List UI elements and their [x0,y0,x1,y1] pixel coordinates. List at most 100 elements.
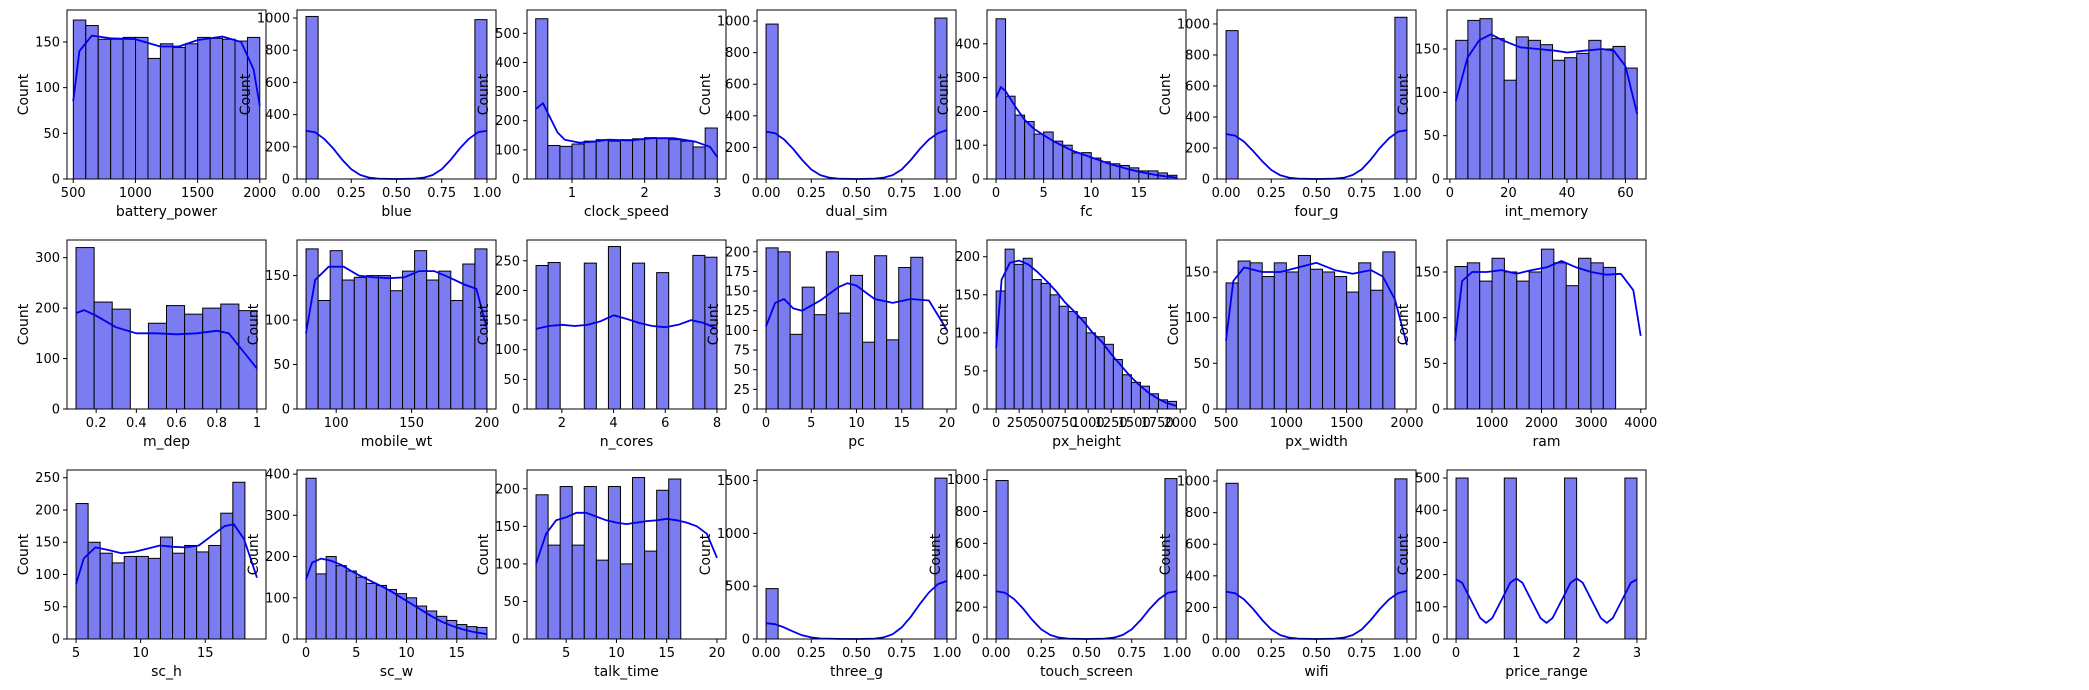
histogram-bar [813,314,827,410]
y-tick-label: 100 [955,326,980,341]
histogram-bar [849,274,864,410]
histogram-bar [85,25,99,180]
y-axis-label: Count [936,73,952,115]
histogram-bar [184,544,198,640]
histogram-bar [1624,67,1638,180]
y-tick-label: 1000 [717,527,750,542]
x-tick-label: 0.25 [797,646,826,661]
x-tick-label: 1500 [1118,416,1151,431]
x-tick-label: 0.75 [427,186,456,201]
axes-frame [66,9,267,180]
y-tick-label: 0 [52,173,60,188]
x-tick-label: 0 [762,416,770,431]
histogram-bar [547,544,561,640]
y-tick-label: 150 [1415,43,1440,58]
x-tick-label: 1500 [1330,416,1363,431]
histogram-bar [1121,374,1132,410]
y-tick-label: 0 [1202,633,1210,648]
y-tick-label: 200 [1185,601,1210,616]
histogram-bar [571,544,585,640]
y-tick-label: 200 [495,114,520,129]
x-tick-label: 0.25 [1027,646,1056,661]
subplot-touch-screen: 0.00 0.25 0.50 0.75 1.00 0 200 400 600 800 1000 tou… [928,469,1191,680]
histogram-bar [1024,121,1035,180]
histogram-bar [159,43,174,180]
histogram-bar [220,303,240,410]
x-tick-label: 15 [658,646,675,661]
y-tick-label: 150 [265,269,290,284]
histogram-bar [1590,262,1604,410]
y-tick-label: 1500 [717,474,750,489]
y-tick-label: 1000 [257,12,290,27]
x-tick-label: 60 [1617,186,1634,201]
x-axis-label: clock_speed [584,204,669,220]
y-tick-label: 175 [725,265,750,280]
histogram-bar [1076,317,1087,410]
y-tick-label: 400 [265,468,290,483]
x-tick-label: 5 [807,416,815,431]
x-tick-label: 2 [1573,646,1581,661]
x-axis-label: px_width [1285,434,1348,450]
x-tick-label: 15 [1131,186,1148,201]
y-axis-label: Count [246,303,262,345]
y-tick-label: 50 [43,127,60,142]
kde-line [305,557,488,635]
y-tick-label: 0 [742,403,750,418]
y-tick-label: 100 [495,343,520,358]
histogram-bar [777,251,791,410]
histogram-bar [1225,30,1239,180]
histogram-bar [789,333,803,410]
axes-frame [526,9,727,180]
x-tick-label: 1.00 [932,646,961,661]
y-tick-label: 800 [955,505,980,520]
x-tick-label: 20 [1500,186,1517,201]
x-tick-label: 0.00 [292,186,321,201]
x-tick-label: 0.50 [1302,646,1331,661]
histogram-bar [122,36,137,180]
y-tick-label: 800 [265,44,290,59]
y-tick-label: 600 [955,537,980,552]
histogram-bar [232,481,246,640]
histogram-bar [644,137,658,180]
axes-frame [986,239,1187,410]
axes-frame [1216,469,1417,640]
y-tick-label: 200 [265,140,290,155]
y-tick-label: 600 [265,76,290,91]
kde-line [305,129,488,180]
kde-line [995,590,1178,640]
y-tick-label: 150 [495,520,520,535]
y-tick-label: 50 [1193,357,1210,372]
x-tick-label: 15 [197,646,214,661]
histogram-bar [1237,260,1251,410]
histogram-bar [111,308,131,410]
histogram-bar [1553,262,1567,410]
y-tick-label: 800 [725,46,750,61]
histogram-bar [1358,262,1372,410]
x-tick-label: 0.00 [752,186,781,201]
histogram-bar [1273,262,1287,410]
y-tick-label: 250 [35,471,60,486]
y-axis-label: Count [246,533,262,575]
histogram-bar [222,38,236,180]
histogram-bar [341,279,355,410]
histogram-bar [668,478,682,640]
x-tick-label: 10 [848,416,865,431]
x-tick-label: 0.00 [1212,186,1241,201]
y-tick-label: 100 [495,557,520,572]
y-tick-label: 200 [725,245,750,260]
histogram-bar [111,562,125,640]
y-tick-label: 200 [35,503,60,518]
histogram-bar [1058,305,1069,410]
y-tick-label: 150 [495,314,520,329]
histogram-bar [1576,52,1590,180]
x-tick-label: 5 [1040,186,1048,201]
histogram-bar [93,301,113,410]
y-tick-label: 1000 [1177,475,1210,490]
histogram-bar [1516,280,1530,410]
histogram-bar [607,246,621,410]
axes-frame [1446,239,1647,410]
histogram-bar [135,555,149,640]
histogram-bar [1540,248,1555,410]
y-tick-label: 75 [733,344,750,359]
y-axis-label: Count [1396,303,1412,345]
